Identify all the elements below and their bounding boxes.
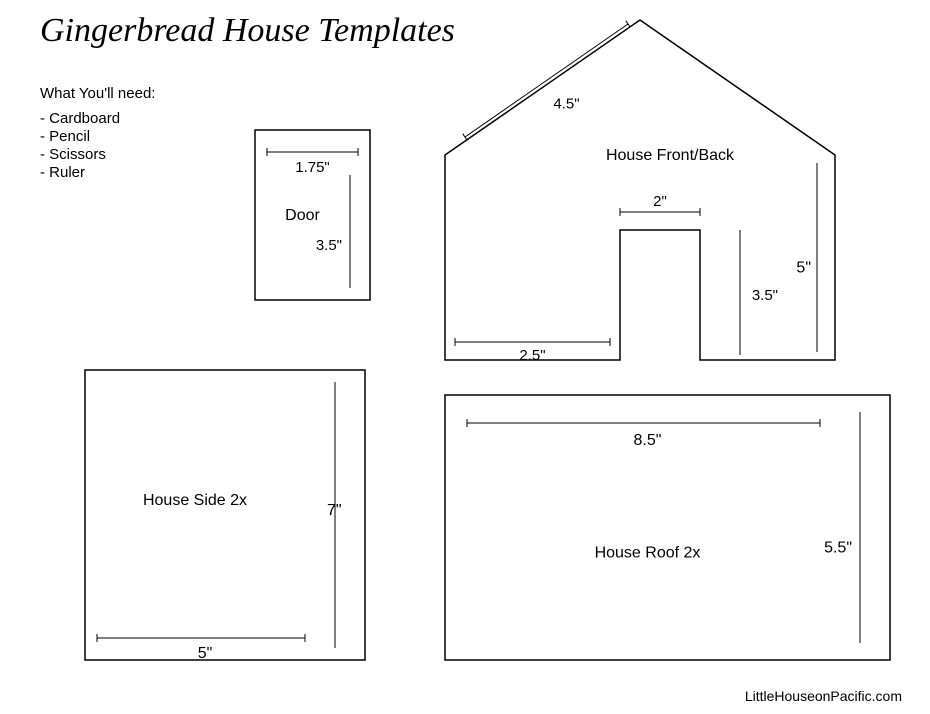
front-wall-label: 5"	[796, 260, 811, 277]
side-height-label: 7"	[327, 502, 342, 519]
svg-text:4.5": 4.5"	[553, 96, 579, 113]
front-doorh-label: 3.5"	[752, 287, 778, 304]
door-width-label: 1.75"	[295, 159, 330, 176]
side-label: House Side 2x	[143, 492, 247, 509]
front-doorw-label: 2"	[653, 193, 667, 210]
side-shape: 7" 5" House Side 2x	[0, 335, 365, 662]
door-shape: 1.75" 3.5" Door	[0, 130, 370, 350]
template-page: Gingerbread House Templates What You'll …	[0, 0, 930, 714]
door-height-label: 3.5"	[316, 237, 342, 254]
front-label: House Front/Back	[606, 147, 735, 164]
roof-height-label: 5.5"	[824, 540, 852, 557]
door-label: Door	[285, 207, 320, 224]
credit-text: LittleHouseonPacific.com	[745, 688, 902, 704]
side-width-label: 5"	[198, 645, 213, 662]
roof-shape: 8.5" 5.5" House Roof 2x	[0, 395, 890, 714]
front-base-label: 2.5"	[519, 347, 545, 364]
roof-label: House Roof 2x	[595, 545, 701, 562]
diagram-canvas: 1.75" 3.5" Door 7" 5" House Side 2x	[0, 0, 930, 714]
roof-width-label: 8.5"	[634, 432, 662, 449]
front-shape: House Front/Back 4.5" 5" 2" 3.5" 2.5"	[0, 20, 835, 714]
